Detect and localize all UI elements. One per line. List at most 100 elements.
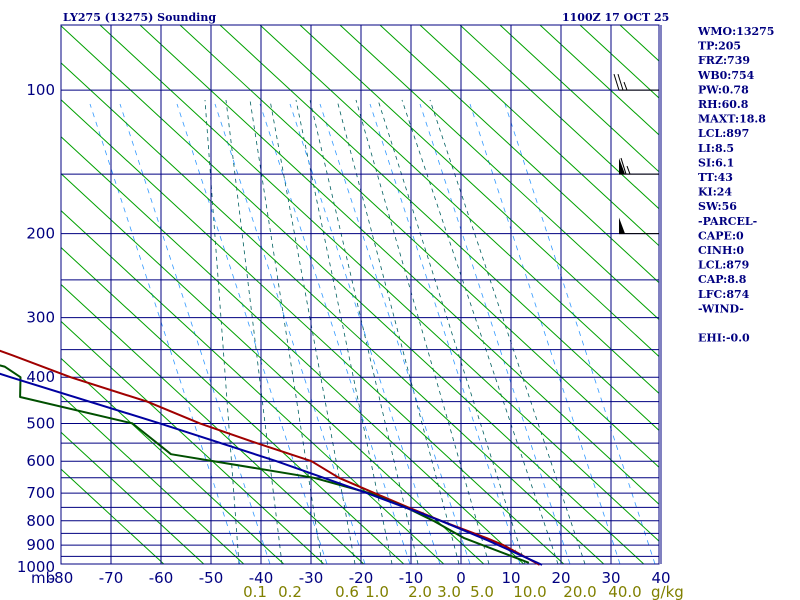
dry-adiabat-line [60,99,565,565]
wind-barbs [613,73,659,235]
mixing-ratio-tick-label: 0.6 [335,583,359,600]
dry-adiabat-line [179,24,660,468]
valid-time: 1100Z 17 OCT 25 [562,11,669,24]
mixing-ratio-tick-label: 0.2 [278,583,302,600]
index-line: CAPE:0 [698,229,744,242]
wind-barb-half [623,81,628,91]
moist-adiabat-line [295,99,393,565]
temperature-tick-label: 30 [601,569,620,587]
temperature-tick-label: -20 [349,569,374,587]
mixing-ratio-line [214,103,366,565]
index-line: CINH:0 [698,244,744,257]
dry-adiabat-line [99,24,660,542]
temperature-tick-label: 10 [501,569,520,587]
index-line: SW:56 [698,200,737,213]
mixing-ratio-tick-label: 3.0 [437,583,461,600]
index-line: LCL:879 [698,259,749,272]
temperature-tick-labels: -80 -70 -60 -50 -40 -30 -20 -10 0 10 20 30 40 [49,569,671,587]
pressure-tick-label: 500 [26,414,55,432]
dry-adiabat-line [299,24,660,357]
index-line: WB0:754 [697,69,755,82]
dry-adiabat-line [60,25,645,565]
mixing-ratio-line [469,103,621,565]
index-line: PW:0.78 [698,83,749,96]
dry-adiabat-line [60,431,205,565]
mixing-ratio-line [89,103,241,565]
pressure-tick-labels: 100 200 300 400 500 600 700 800 900 1000 [17,81,55,576]
index-line: TT:43 [698,171,733,184]
dry-adiabat-line [619,24,660,62]
mixing-ratio-line [176,103,328,565]
dry-adiabat-line [259,24,660,394]
temperature-tick-label: -70 [99,569,124,587]
index-line: -WIND- [698,302,744,315]
parcel-line [0,372,543,566]
pressure-tick-label: 200 [26,225,55,243]
mixing-ratio-tick-label: 5.0 [470,583,494,600]
mixing-ratio-tick-label: 1.0 [365,583,389,600]
index-line: SI:6.1 [698,156,734,169]
wind-barb [613,73,659,91]
temperature-tick-label: -40 [249,569,274,587]
index-line: MAXT:18.8 [698,113,766,126]
mixing-ratio-lines [89,103,656,565]
dry-adiabat-line [60,468,165,565]
mixing-ratio-tick-label: 0.1 [243,583,267,600]
pressure-tick-label: 700 [26,484,55,502]
dry-adiabats [60,24,660,565]
wind-barb [619,157,659,175]
temperature-tick-label: -10 [399,569,424,587]
dry-adiabat-line [459,24,660,210]
pressure-tick-label: 300 [26,309,55,327]
temperature-tick-label: -60 [149,569,174,587]
mixing-ratio-tick-label: 2.0 [408,583,432,600]
index-line: KI:24 [698,186,732,199]
index-line: EHI:-0.0 [698,332,750,345]
mixing-ratio-line [289,103,441,565]
pressure-tick-label: 100 [26,81,55,99]
moist-adiabat-line [377,99,526,565]
mixing-ratio-line [419,103,571,565]
dry-adiabat-line [579,24,660,99]
dry-adiabat-line [499,24,660,173]
pressure-tick-label: 900 [26,536,55,554]
mixing-ratio-line [369,103,521,565]
index-line: WMO:13275 [697,25,774,38]
temperature-tick-label: -30 [299,569,324,587]
mixing-ratio-line [259,103,411,565]
wind-barb-full [617,73,624,91]
wind-barb-half [626,165,631,175]
wind-barb [619,217,659,235]
mixing-ratio-tick-label: 40.0 [608,583,641,600]
temperature-tick-label: 0 [456,569,466,587]
index-line: RH:60.8 [698,98,749,111]
temperature-tick-label: -80 [49,569,74,587]
pressure-tick-label: 800 [26,512,55,530]
x-axis-unit: mb [31,569,55,587]
dry-adiabat-line [539,24,660,136]
moist-adiabat-line [355,99,490,565]
mixing-ratio-unit: g/kg [651,583,684,600]
moist-adiabat-line [249,99,323,565]
pressure-tick-label: 1000 [17,558,55,576]
dry-adiabat-line [339,24,660,320]
dry-adiabat-line [60,62,605,565]
moist-adiabat-line [225,99,283,565]
mixing-ratio-tick-labels: 0.1 0.2 0.6 1.0 2.0 3.0 5.0 10.0 20.0 40.0 [243,583,642,600]
wind-barb-full [613,73,620,91]
index-line: LCL:897 [698,127,749,140]
moist-adiabat-line [401,99,559,565]
dry-adiabat-line [60,247,405,565]
temperature-tick-label: 20 [551,569,570,587]
moist-adiabat-line [429,99,586,565]
pressure-tick-label: 600 [26,452,55,470]
temperature-tick-label: 40 [651,569,670,587]
plot-border [60,24,660,565]
index-line: -PARCEL- [698,215,757,228]
dry-adiabat-line [379,24,660,283]
dry-adiabat-line [60,210,445,565]
dry-adiabat-line [60,173,485,565]
mixing-ratio-line [504,103,656,565]
